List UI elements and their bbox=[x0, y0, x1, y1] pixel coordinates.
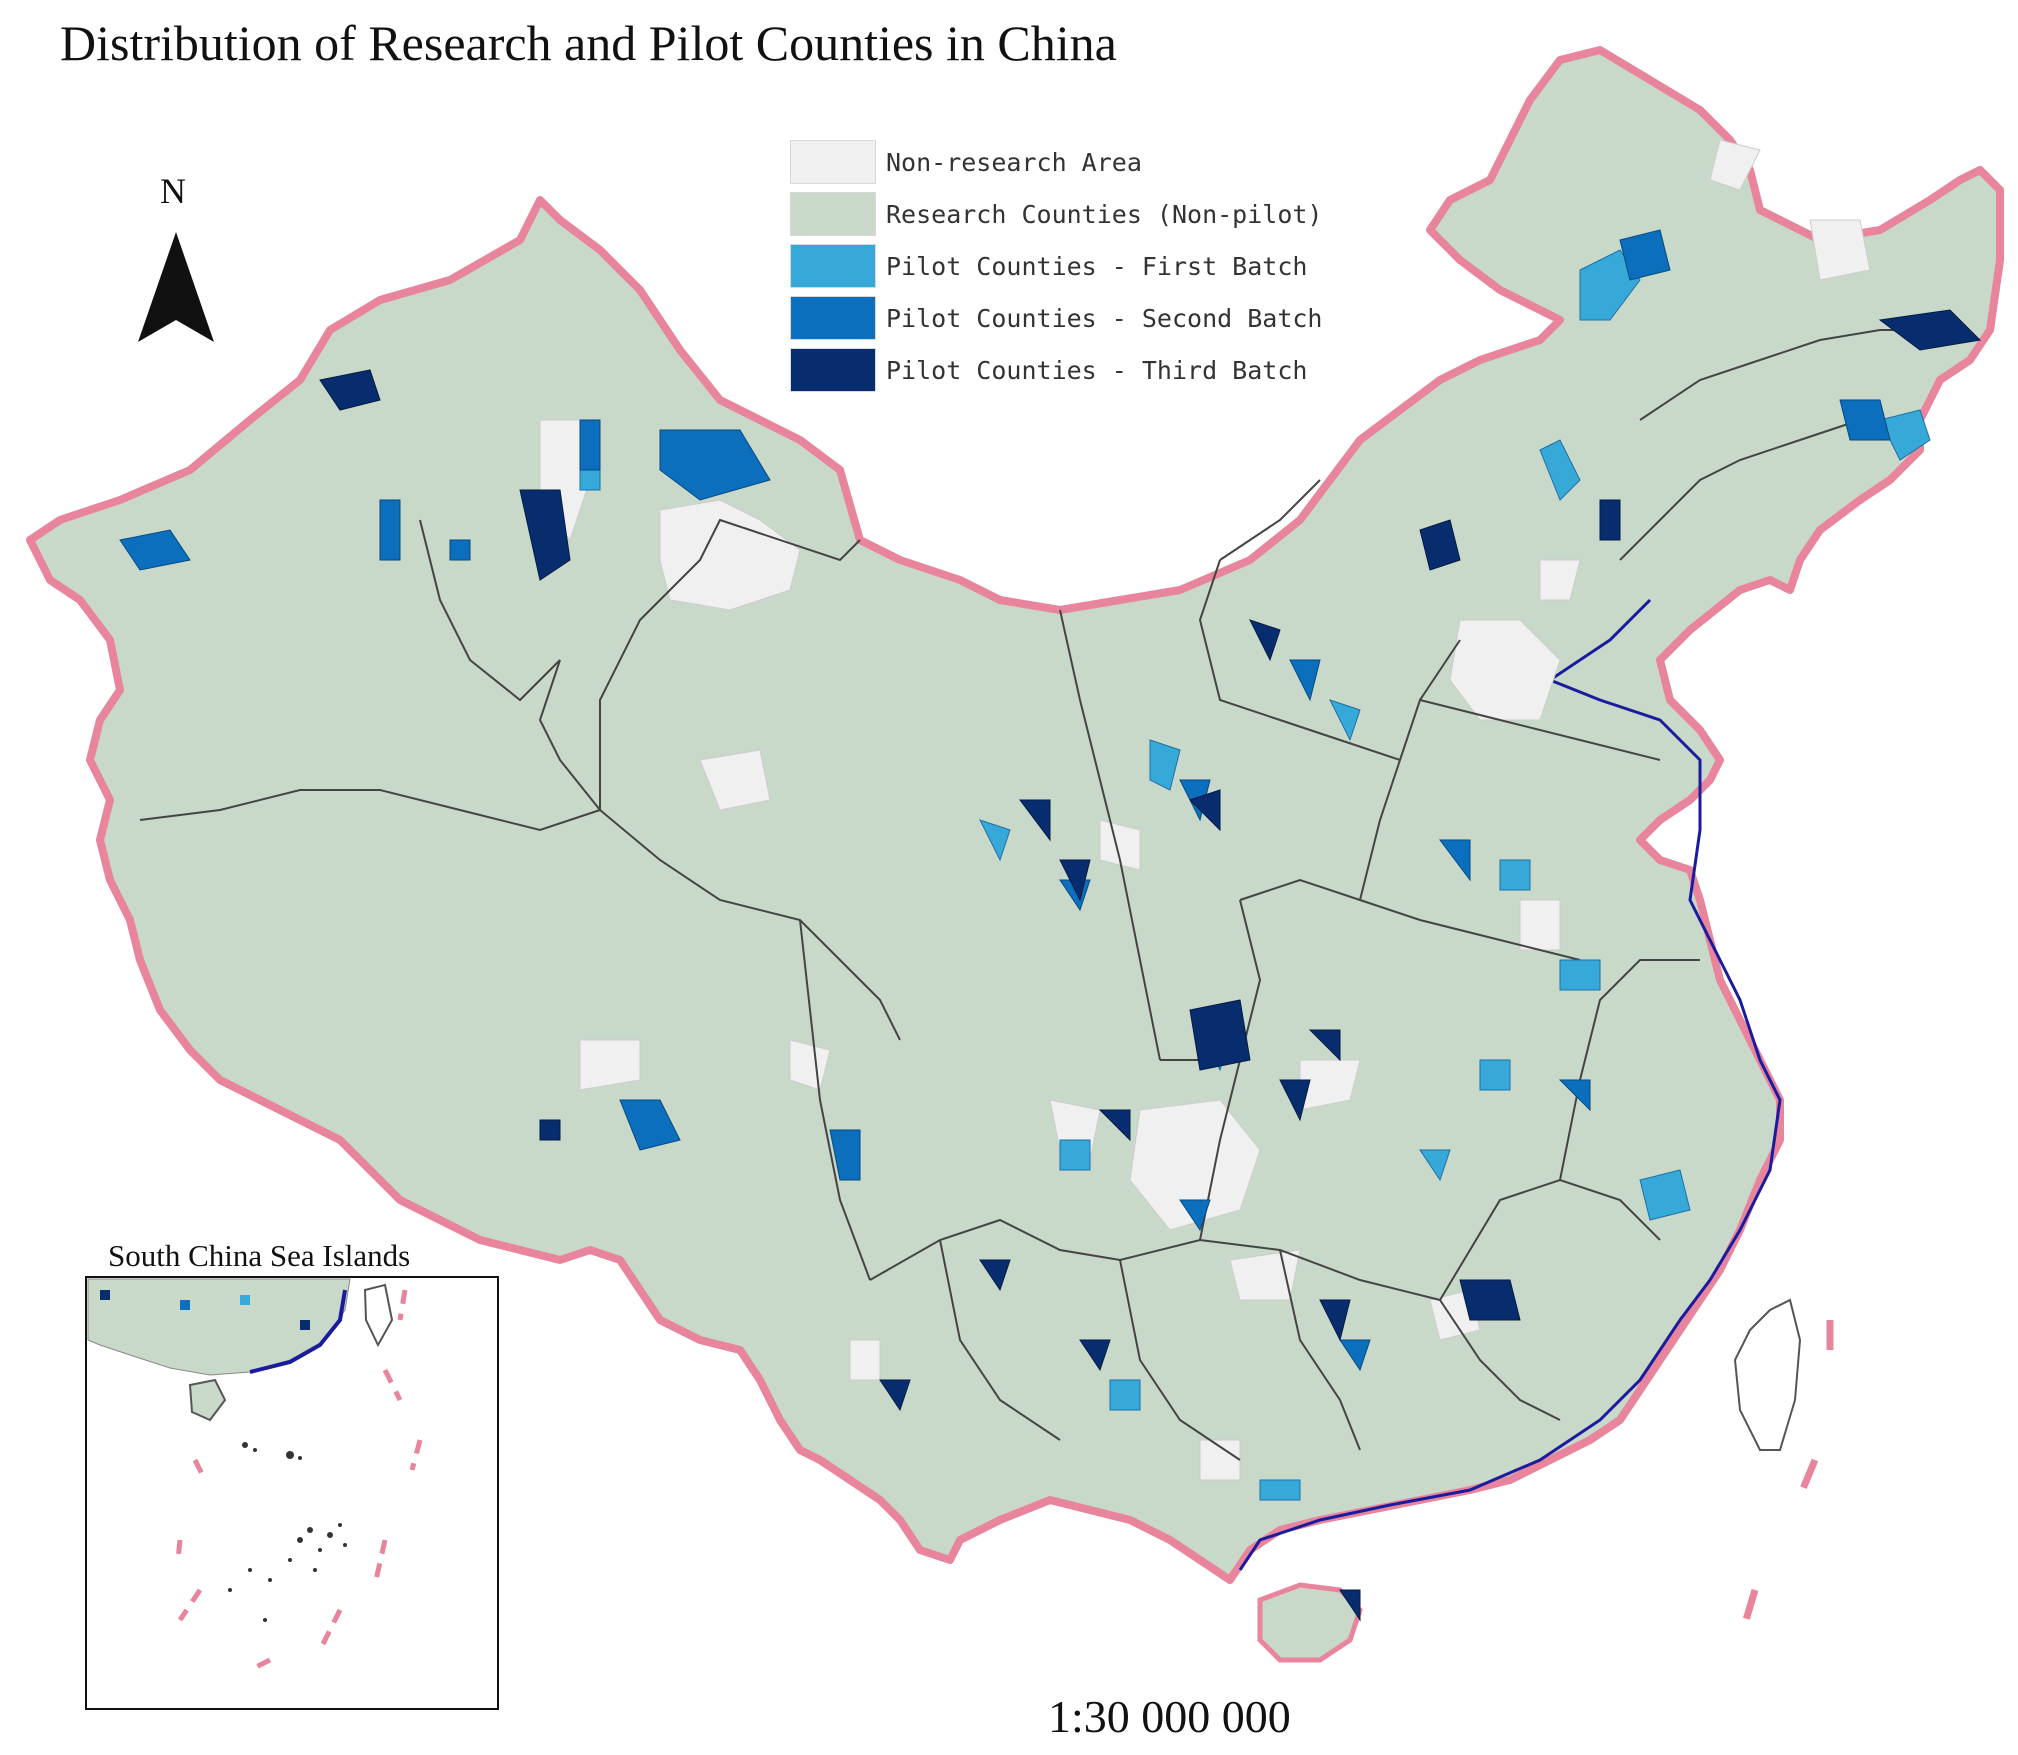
legend-label: Pilot Counties - Second Batch bbox=[886, 303, 1323, 333]
non-research-areas bbox=[539, 139, 1871, 1481]
south-china-sea-inset bbox=[85, 1276, 499, 1710]
north-arrow-icon bbox=[138, 232, 214, 342]
maritime-boundary bbox=[1736, 1320, 1834, 1642]
legend-swatch bbox=[790, 140, 876, 184]
legend: Non-research Area Research Counties (Non… bbox=[790, 136, 1323, 396]
legend-label: Pilot Counties - First Batch bbox=[886, 251, 1308, 281]
legend-swatch bbox=[790, 348, 876, 392]
pilot-third-batch bbox=[319, 309, 1982, 1622]
map-title: Distribution of Research and Pilot Count… bbox=[60, 15, 1117, 71]
inset-title: South China Sea Islands bbox=[108, 1238, 411, 1273]
legend-swatch bbox=[790, 244, 876, 288]
hainan-island bbox=[1257, 1582, 1363, 1663]
pilot-second-batch bbox=[119, 229, 1891, 1372]
scale-text: 1:30 000 000 bbox=[1048, 1691, 1291, 1742]
legend-swatch bbox=[790, 296, 876, 340]
legend-item-third-batch: Pilot Counties - Third Batch bbox=[790, 344, 1323, 396]
coastline bbox=[1238, 598, 1782, 1571]
legend-item-second-batch: Pilot Counties - Second Batch bbox=[790, 292, 1323, 344]
legend-label: Pilot Counties - Third Batch bbox=[886, 355, 1308, 385]
north-label: N bbox=[160, 171, 186, 211]
pilot-first-batch bbox=[579, 249, 1931, 1501]
legend-item-non-research: Non-research Area bbox=[790, 136, 1323, 188]
legend-label: Non-research Area bbox=[886, 147, 1142, 177]
legend-item-first-batch: Pilot Counties - First Batch bbox=[790, 240, 1323, 292]
legend-item-research: Research Counties (Non-pilot) bbox=[790, 188, 1323, 240]
taiwan-island bbox=[1733, 1298, 1802, 1451]
legend-swatch bbox=[790, 192, 876, 236]
legend-label: Research Counties (Non-pilot) bbox=[886, 199, 1323, 229]
